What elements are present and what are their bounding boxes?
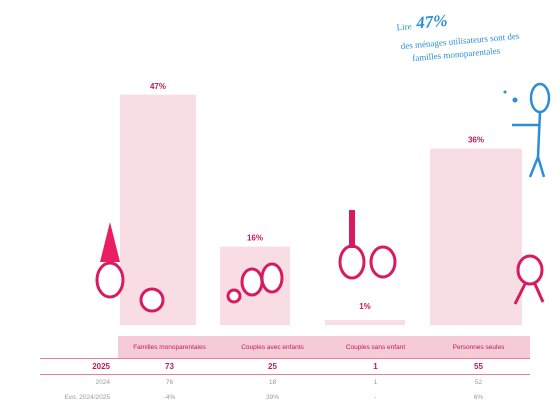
row-label: Evo. 2024/2025 bbox=[64, 394, 110, 401]
table-cell: 18 bbox=[268, 379, 277, 386]
table-cell: 1 bbox=[373, 379, 378, 386]
row-label: 2025 bbox=[40, 358, 118, 375]
column-header: Familles monoparentales bbox=[118, 336, 221, 359]
value-label: 47% bbox=[150, 82, 166, 91]
column-header: Couples avec enfants bbox=[221, 336, 324, 359]
table-cell: 76 bbox=[165, 379, 174, 386]
table-cell: -4% bbox=[163, 394, 176, 401]
annotation-value: 47% bbox=[414, 11, 448, 33]
value-label: 36% bbox=[468, 136, 484, 145]
table-cell: 25 bbox=[221, 358, 324, 375]
illustrations bbox=[95, 82, 551, 313]
table-cell: 39% bbox=[265, 394, 279, 401]
table-cell: 6% bbox=[473, 394, 484, 401]
table-cell: 55 bbox=[427, 358, 530, 375]
bar bbox=[120, 94, 196, 325]
bar bbox=[325, 320, 405, 325]
table-row: Evo. 2024/2025 -4% 39% - 6% bbox=[40, 390, 530, 405]
table-cell: 1 bbox=[324, 358, 427, 375]
bar bbox=[430, 148, 522, 325]
row-label: 2024 bbox=[95, 379, 110, 386]
table-cell: 52 bbox=[474, 379, 483, 386]
table-cell: 73 bbox=[118, 358, 221, 375]
annotation-lead: Lire bbox=[396, 21, 412, 32]
column-header: Couples sans enfant bbox=[324, 336, 427, 359]
column-header: Personnes seules bbox=[427, 336, 530, 359]
value-label: 16% bbox=[247, 234, 263, 243]
annotation: Lire 47% des ménages utilisateurs sont d… bbox=[396, 11, 520, 63]
table-cell: - bbox=[374, 394, 377, 401]
data-table: Familles monoparentales Couples avec enf… bbox=[40, 336, 530, 405]
table-row: 2024 76 18 1 52 bbox=[40, 375, 530, 391]
table-header: Familles monoparentales Couples avec enf… bbox=[40, 336, 530, 359]
value-label: 1% bbox=[359, 302, 371, 311]
table-row: 2025 73 25 1 55 bbox=[40, 358, 530, 375]
